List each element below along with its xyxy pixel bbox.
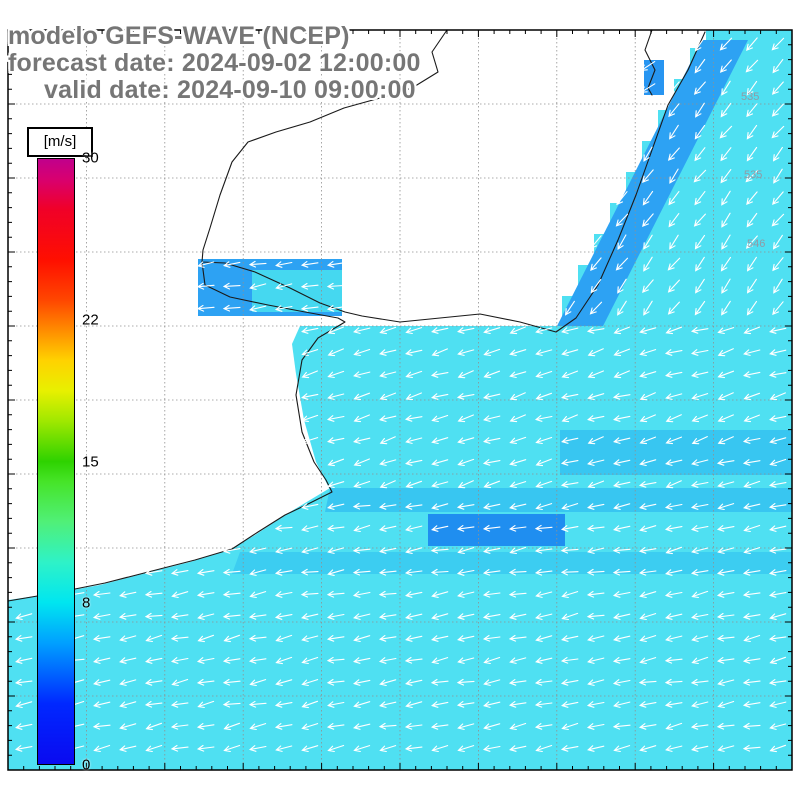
model-title: modelo GEFS-WAVE (NCEP) (8, 22, 350, 50)
sea-region-central-band-deep-streak (560, 430, 792, 475)
colorbar-tick-label: 8 (82, 594, 91, 612)
colorbar-unit-label: [m/s] (27, 127, 93, 157)
sea-region-offshore-northeast-coastal (556, 40, 748, 328)
colorbar-tick-label: 0 (82, 756, 91, 774)
colorbar-tick-label: 15 (82, 453, 99, 470)
sea-region-south-streak (232, 552, 792, 574)
axis-ticks (8, 30, 792, 770)
contour-label: 535 (741, 91, 759, 103)
contour-labels: 535 535 546 (741, 91, 765, 250)
forecast-date: forecast date: 2024-09-02 12:00:00 (8, 49, 421, 77)
coastline-atlantic-coast (7, 31, 706, 602)
colorbar-tick-label: 30 (82, 149, 99, 167)
wind-arrows (14, 36, 787, 753)
contour-label: 535 (744, 169, 762, 181)
sea-region-south-deep-patch (428, 514, 565, 546)
grid-lines (8, 30, 792, 770)
coastline-plata-north-shore (644, 29, 656, 96)
colorbar-gradient (37, 158, 75, 765)
coastline (7, 29, 706, 602)
sea-region-south-band-medium (325, 488, 792, 512)
colorbar-tick-label: 22 (82, 311, 99, 329)
sea-region-rio-plata-spot (644, 60, 664, 95)
valid-date: valid date: 2024-09-10 09:00:00 (44, 76, 416, 104)
contour-label: 546 (747, 238, 765, 250)
coastline-inland-river (201, 29, 448, 263)
